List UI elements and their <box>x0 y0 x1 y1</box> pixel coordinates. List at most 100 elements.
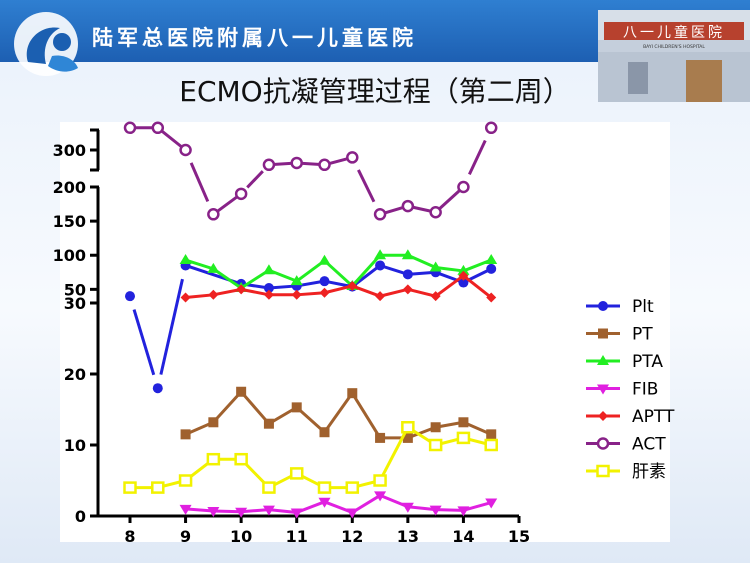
data-point <box>319 276 330 287</box>
series-line-segment <box>213 287 242 297</box>
series-line-segment <box>434 185 465 214</box>
y-tick-label: 0 <box>75 507 86 526</box>
legend-label: ACT <box>632 435 666 455</box>
series-line-segment <box>189 162 210 203</box>
data-point <box>402 284 413 295</box>
data-point <box>457 180 470 194</box>
series-line-segment <box>185 258 214 271</box>
data-point <box>375 291 386 302</box>
series-line-segment <box>434 274 465 298</box>
data-point <box>374 491 387 502</box>
series-line-segment <box>351 264 381 288</box>
data-point <box>178 474 193 487</box>
data-point <box>207 507 220 518</box>
data-point <box>345 481 360 494</box>
data-point <box>289 467 304 480</box>
data-point <box>207 208 220 221</box>
chart-background <box>60 122 670 542</box>
data-point <box>179 504 192 515</box>
data-point <box>236 386 247 397</box>
data-point <box>373 474 387 487</box>
data-point <box>429 261 442 272</box>
data-point <box>207 262 220 273</box>
legend-marker <box>598 301 608 311</box>
legend-marker <box>597 355 609 365</box>
y-tick-label: 100 <box>53 246 86 265</box>
data-point <box>179 143 192 157</box>
legend-label: Plt <box>632 297 654 317</box>
data-point <box>319 427 330 438</box>
data-point <box>486 429 497 440</box>
y-tick-label: 150 <box>53 212 86 231</box>
series-line-segment <box>463 501 492 512</box>
data-point <box>456 431 471 445</box>
series-line-segment <box>240 390 271 425</box>
legend-marker <box>596 464 610 478</box>
data-point <box>262 481 276 494</box>
data-point <box>458 417 469 428</box>
data-point <box>263 282 274 293</box>
series-line-segment <box>351 284 381 298</box>
x-tick-label: 14 <box>452 527 474 546</box>
data-point <box>484 438 498 452</box>
legend-item-6: 肝素 <box>586 462 666 482</box>
x-tick-label: 10 <box>230 527 252 546</box>
data-point <box>457 264 470 275</box>
legend-label: APTT <box>632 407 675 427</box>
data-point <box>291 402 302 413</box>
data-point <box>262 264 275 275</box>
x-tick-label: 9 <box>180 527 191 546</box>
data-point <box>123 481 137 494</box>
data-point <box>457 506 470 517</box>
series-line-segment <box>323 392 354 434</box>
data-point <box>152 383 163 394</box>
data-point <box>485 254 498 265</box>
data-point <box>429 505 442 516</box>
legend-label: PTA <box>632 352 663 372</box>
legend-marker <box>598 411 608 421</box>
slide-title: ECMO抗凝管理过程（第二周） <box>179 75 571 108</box>
data-point <box>208 289 219 300</box>
series-line-segment <box>132 309 156 376</box>
series-line-segment <box>185 507 214 513</box>
series-5 <box>123 121 498 221</box>
y-tick-label: 20 <box>64 365 86 384</box>
data-point <box>235 507 248 518</box>
data-point <box>125 291 135 302</box>
series-6 <box>123 421 498 494</box>
series-line-segment <box>407 287 437 298</box>
data-point <box>375 432 386 443</box>
series-line-segment <box>379 287 409 298</box>
series-line-segment <box>378 426 410 482</box>
series-line-segment <box>159 278 184 375</box>
data-point <box>346 151 359 164</box>
data-point <box>484 121 498 135</box>
data-point <box>318 158 331 172</box>
x-tick-label: 12 <box>341 527 363 546</box>
series-line-segment <box>241 508 270 514</box>
data-point <box>373 208 387 221</box>
legend-item-1: PT <box>586 325 653 345</box>
data-point <box>458 277 469 288</box>
series-line-segment <box>185 293 214 300</box>
data-point <box>485 498 498 509</box>
data-point <box>180 292 191 303</box>
data-point <box>290 156 303 170</box>
hospital-building-icon: 八一儿童医院 BAYI CHILDREN'S HOSPITAL <box>598 10 750 102</box>
data-point <box>319 287 330 298</box>
series-line-segment <box>468 139 487 175</box>
data-point <box>206 452 221 466</box>
data-point <box>347 388 358 399</box>
data-point <box>151 481 165 494</box>
data-point <box>151 121 165 135</box>
legend-label: 肝素 <box>632 462 666 482</box>
legend-label: FIB <box>632 380 658 400</box>
series-line-segment <box>462 274 493 299</box>
data-point <box>401 421 415 434</box>
series-line-segment <box>407 505 436 512</box>
data-point <box>263 289 274 300</box>
data-point <box>401 249 414 260</box>
series-line-segment <box>212 390 243 424</box>
hospital-name: 陆军总医院附属八一儿童医院 <box>92 26 417 50</box>
data-point <box>375 260 386 271</box>
